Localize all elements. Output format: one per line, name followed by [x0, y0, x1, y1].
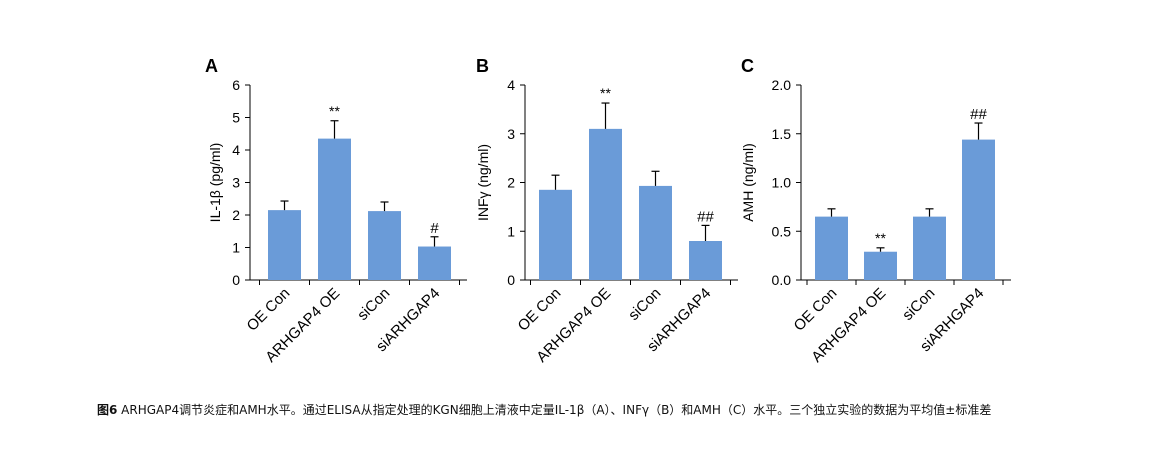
y-tick-label: 1.0 — [772, 175, 792, 191]
x-tick-label: siCon — [899, 285, 938, 324]
significance-mark: ## — [697, 208, 714, 225]
significance-mark: # — [430, 220, 439, 237]
panel-letter: B — [476, 56, 489, 76]
y-tick-label: 2 — [507, 175, 515, 191]
figure-caption-label: 图6 — [97, 403, 118, 417]
y-axis-label: INFγ (ng/ml) — [475, 144, 491, 221]
bar — [962, 139, 995, 280]
x-tick-label: OE Con — [515, 285, 565, 335]
bar — [539, 189, 572, 280]
y-tick-label: 6 — [232, 77, 240, 93]
bar — [318, 138, 351, 280]
y-tick-label: 0 — [507, 272, 515, 288]
bar — [815, 216, 848, 280]
significance-mark: ** — [600, 85, 611, 101]
y-tick-label: 3 — [232, 175, 240, 191]
y-tick-label: 3 — [507, 126, 515, 142]
significance-mark: ## — [970, 106, 987, 123]
bar — [589, 128, 622, 280]
y-tick-label: 5 — [232, 110, 240, 126]
x-tick-label: siCon — [625, 285, 664, 324]
bar — [639, 185, 672, 280]
x-tick-label: OE Con — [791, 285, 841, 335]
y-tick-label: 1.5 — [772, 126, 792, 142]
x-tick-label: siCon — [354, 285, 393, 324]
y-tick-label: 1 — [507, 223, 515, 239]
y-tick-label: 0 — [232, 272, 240, 288]
y-tick-label: 4 — [232, 142, 240, 158]
bar — [418, 246, 451, 280]
significance-mark: ** — [875, 230, 886, 246]
y-tick-label: 1 — [232, 240, 240, 256]
figure-caption-text: ARHGAP4调节炎症和AMH水平。通过ELISA从指定处理的KGN细胞上清液中… — [117, 403, 992, 417]
y-tick-label: 2.0 — [772, 77, 792, 93]
bar — [689, 241, 722, 280]
figure-caption: 图6 ARHGAP4调节炎症和AMH水平。通过ELISA从指定处理的KGN细胞上… — [97, 402, 1117, 419]
x-tick-label: OE Con — [244, 285, 294, 335]
y-axis-label: AMH (ng/ml) — [740, 143, 756, 222]
bar — [268, 210, 301, 280]
y-tick-label: 2 — [232, 207, 240, 223]
y-tick-label: 4 — [507, 77, 515, 93]
significance-mark: ** — [329, 103, 340, 119]
bar — [368, 211, 401, 280]
y-axis-label: IL-1β (pg/ml) — [207, 143, 223, 223]
y-tick-label: 0.5 — [772, 223, 792, 239]
y-tick-label: 0.0 — [772, 272, 792, 288]
bar — [864, 251, 897, 280]
bar — [913, 216, 946, 280]
panel-letter: A — [205, 56, 218, 76]
panel-letter: C — [741, 56, 754, 76]
